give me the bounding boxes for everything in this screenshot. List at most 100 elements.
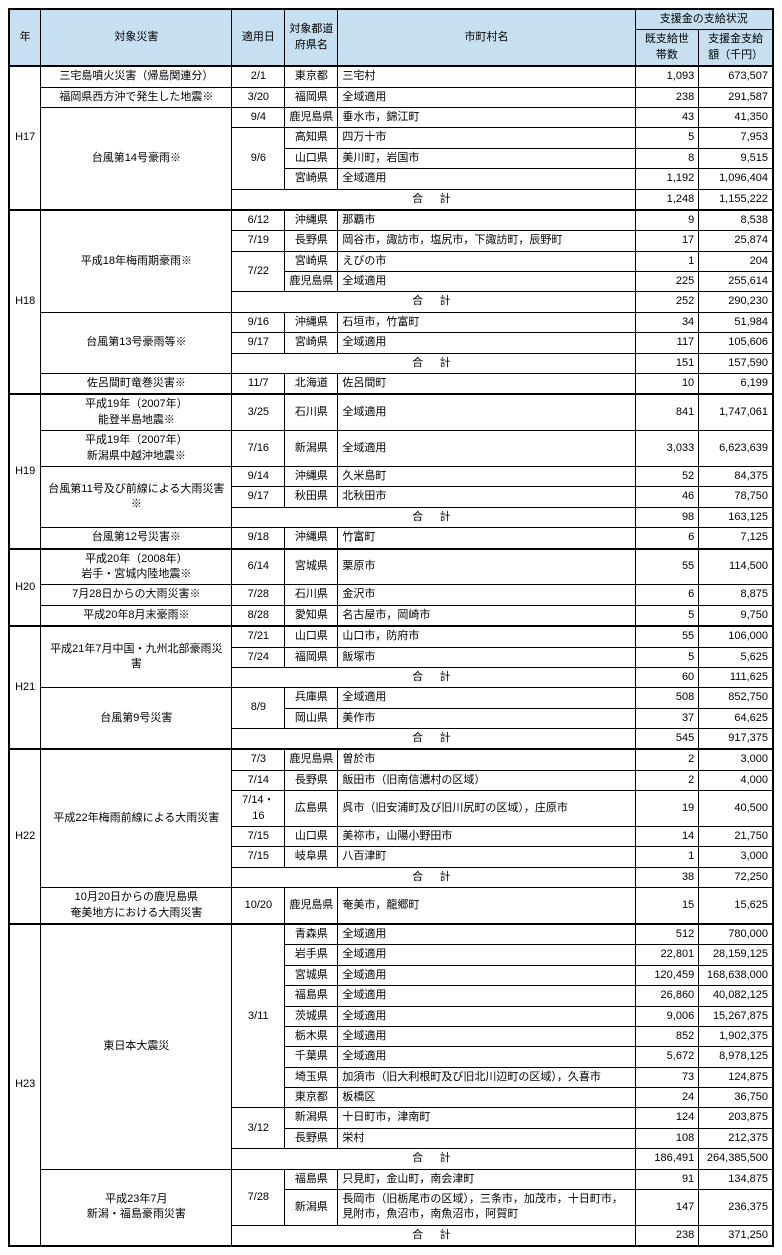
hh-cell: 5 <box>635 128 699 148</box>
disaster-cell: 平成19年（2007年） 新潟県中越沖地震※ <box>41 431 232 467</box>
amt-cell: 7,125 <box>699 528 773 549</box>
hh-cell: 9 <box>635 210 699 231</box>
date-cell: 6/12 <box>232 210 285 231</box>
amt-cell: 40,500 <box>699 791 773 827</box>
amt-cell: 28,159,125 <box>699 945 773 965</box>
disaster-cell: 台風第12号災害※ <box>41 528 232 549</box>
muni-cell: 全域適用 <box>338 169 635 189</box>
hh-cell: 6 <box>635 585 699 605</box>
hh-cell: 5 <box>635 647 699 667</box>
hh-cell: 147 <box>635 1190 699 1226</box>
date-cell: 3/11 <box>232 924 285 1108</box>
hh-cell: 852 <box>635 1026 699 1046</box>
date-cell: 7/21 <box>232 626 285 647</box>
amt-cell: 1,902,375 <box>699 1026 773 1046</box>
amt-cell: 204 <box>699 251 773 271</box>
date-cell: 7/15 <box>232 827 285 847</box>
amt-cell: 84,375 <box>699 466 773 486</box>
header-amount: 支援金支給額（千円） <box>699 30 773 66</box>
muni-cell: 全域適用 <box>338 1026 635 1046</box>
disaster-cell: 佐呂間町竜巻災害※ <box>41 374 232 395</box>
muni-cell: 美祢市，山陽小野田市 <box>338 827 635 847</box>
year-cell: H23 <box>9 924 41 1246</box>
pref-cell: 沖縄県 <box>285 466 338 486</box>
pref-cell: 福島県 <box>285 986 338 1006</box>
amt-cell: 114,500 <box>699 549 773 585</box>
disaster-cell: 平成23年7月 新潟・福島豪雨災害 <box>41 1169 232 1246</box>
muni-cell: 全域適用 <box>338 945 635 965</box>
hh-cell: 55 <box>635 626 699 647</box>
amt-cell: 72,250 <box>699 867 773 887</box>
amt-cell: 852,750 <box>699 688 773 708</box>
year-cell: H20 <box>9 549 41 627</box>
subtotal-label: 合計 <box>232 292 635 312</box>
muni-cell: 只見町，金山町，南会津町 <box>338 1169 635 1189</box>
pref-cell: 青森県 <box>285 924 338 945</box>
pref-cell: 東京都 <box>285 1088 338 1108</box>
disaster-cell: 平成21年7月中国・九州北部豪雨災害 <box>41 626 232 688</box>
hh-cell: 22,801 <box>635 945 699 965</box>
pref-cell: 石川県 <box>285 585 338 605</box>
pref-cell: 岐阜県 <box>285 847 338 867</box>
amt-cell: 124,875 <box>699 1067 773 1087</box>
amt-cell: 168,638,000 <box>699 965 773 985</box>
pref-cell: 埼玉県 <box>285 1067 338 1087</box>
muni-cell: 飯塚市 <box>338 647 635 667</box>
amt-cell: 5,625 <box>699 647 773 667</box>
muni-cell: 美川町，岩国市 <box>338 148 635 168</box>
amt-cell: 8,875 <box>699 585 773 605</box>
hh-cell: 15 <box>635 888 699 924</box>
hh-cell: 225 <box>635 272 699 292</box>
muni-cell: 垂水市，錦江町 <box>338 107 635 127</box>
hh-cell: 43 <box>635 107 699 127</box>
date-cell: 9/16 <box>232 312 285 332</box>
muni-cell: えびの市 <box>338 251 635 271</box>
hh-cell: 8 <box>635 148 699 168</box>
date-cell: 9/17 <box>232 487 285 507</box>
pref-cell: 新潟県 <box>285 1108 338 1128</box>
pref-cell: 宮城県 <box>285 965 338 985</box>
date-cell: 3/25 <box>232 394 285 430</box>
date-cell: 9/18 <box>232 528 285 549</box>
amt-cell: 9,750 <box>699 605 773 626</box>
muni-cell: 奄美市，龍郷町 <box>338 888 635 924</box>
muni-cell: 長岡市（旧栃尾市の区域），三条市，加茂市，十日町市，見附市，魚沼市，南魚沼市，阿… <box>338 1190 635 1226</box>
muni-cell: 全域適用 <box>338 333 635 353</box>
hh-cell: 5 <box>635 605 699 626</box>
pref-cell: 宮崎県 <box>285 169 338 189</box>
amt-cell: 6,623,639 <box>699 431 773 467</box>
amt-cell: 51,984 <box>699 312 773 332</box>
hh-cell: 24 <box>635 1088 699 1108</box>
amt-cell: 8,978,125 <box>699 1047 773 1067</box>
muni-cell: 全域適用 <box>338 87 635 107</box>
hh-cell: 151 <box>635 353 699 373</box>
hh-cell: 55 <box>635 549 699 585</box>
amt-cell: 212,375 <box>699 1128 773 1148</box>
hh-cell: 73 <box>635 1067 699 1087</box>
pref-cell: 長野県 <box>285 1128 338 1148</box>
amt-cell: 917,375 <box>699 729 773 750</box>
date-cell: 7/3 <box>232 749 285 770</box>
amt-cell: 15,267,875 <box>699 1006 773 1026</box>
amt-cell: 371,250 <box>699 1225 773 1246</box>
hh-cell: 120,459 <box>635 965 699 985</box>
amt-cell: 134,875 <box>699 1169 773 1189</box>
date-cell: 6/14 <box>232 549 285 585</box>
amt-cell: 8,538 <box>699 210 773 231</box>
amt-cell: 106,000 <box>699 626 773 647</box>
subtotal-label: 合計 <box>232 1149 635 1169</box>
date-cell: 9/4 <box>232 107 285 127</box>
pref-cell: 北海道 <box>285 374 338 395</box>
date-cell: 9/6 <box>232 128 285 189</box>
muni-cell: 全域適用 <box>338 924 635 945</box>
pref-cell: 沖縄県 <box>285 312 338 332</box>
date-cell: 7/24 <box>232 647 285 667</box>
subtotal-label: 合計 <box>232 1225 635 1246</box>
disaster-cell: 7月28日からの大雨災害※ <box>41 585 232 605</box>
pref-cell: 岡山県 <box>285 708 338 728</box>
hh-cell: 117 <box>635 333 699 353</box>
muni-cell: 名古屋市，岡崎市 <box>338 605 635 626</box>
disaster-cell: 台風第11号及び前線による大雨災害※ <box>41 466 232 527</box>
amt-cell: 36,750 <box>699 1088 773 1108</box>
hh-cell: 252 <box>635 292 699 312</box>
